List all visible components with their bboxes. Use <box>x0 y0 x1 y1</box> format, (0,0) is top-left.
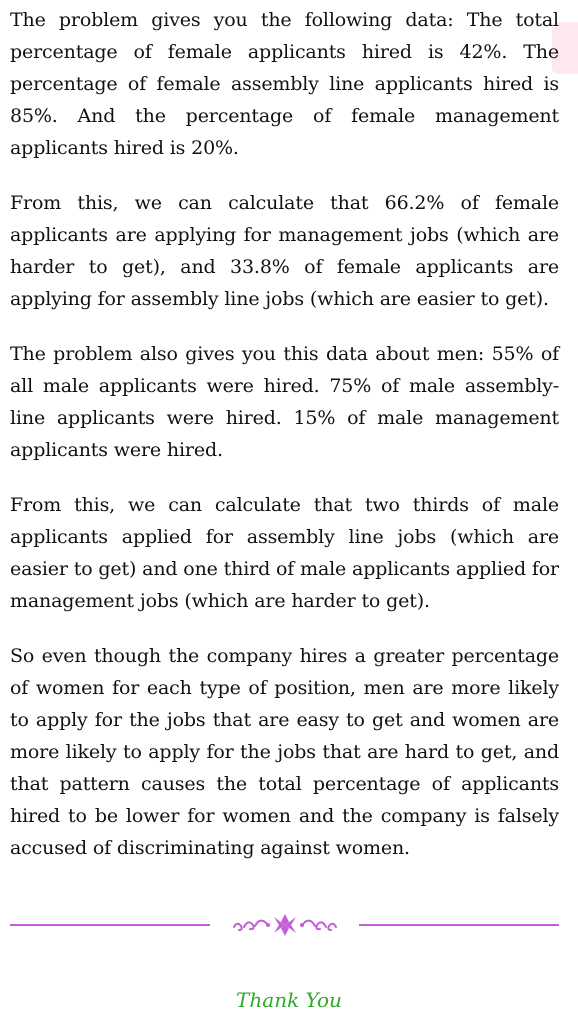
paragraph-male-calculation: From this, we can calculate that two thi… <box>10 494 559 612</box>
paragraph-female-data: The problem gives you the following data… <box>10 9 559 159</box>
divider-line-left <box>10 924 210 926</box>
paragraph-male-data: The problem also gives you this data abo… <box>10 343 559 461</box>
section-divider <box>10 912 559 938</box>
divider-line-right <box>359 924 559 926</box>
flourish-ornament-icon <box>233 914 337 936</box>
paragraph-female-calculation: From this, we can calculate that 66.2% o… <box>10 192 559 310</box>
paragraph-conclusion: So even though the company hires a great… <box>10 645 559 859</box>
closing-text: Thank You <box>236 988 342 1012</box>
document-body: The problem gives you the following data… <box>10 4 559 887</box>
corner-decoration <box>552 22 578 74</box>
